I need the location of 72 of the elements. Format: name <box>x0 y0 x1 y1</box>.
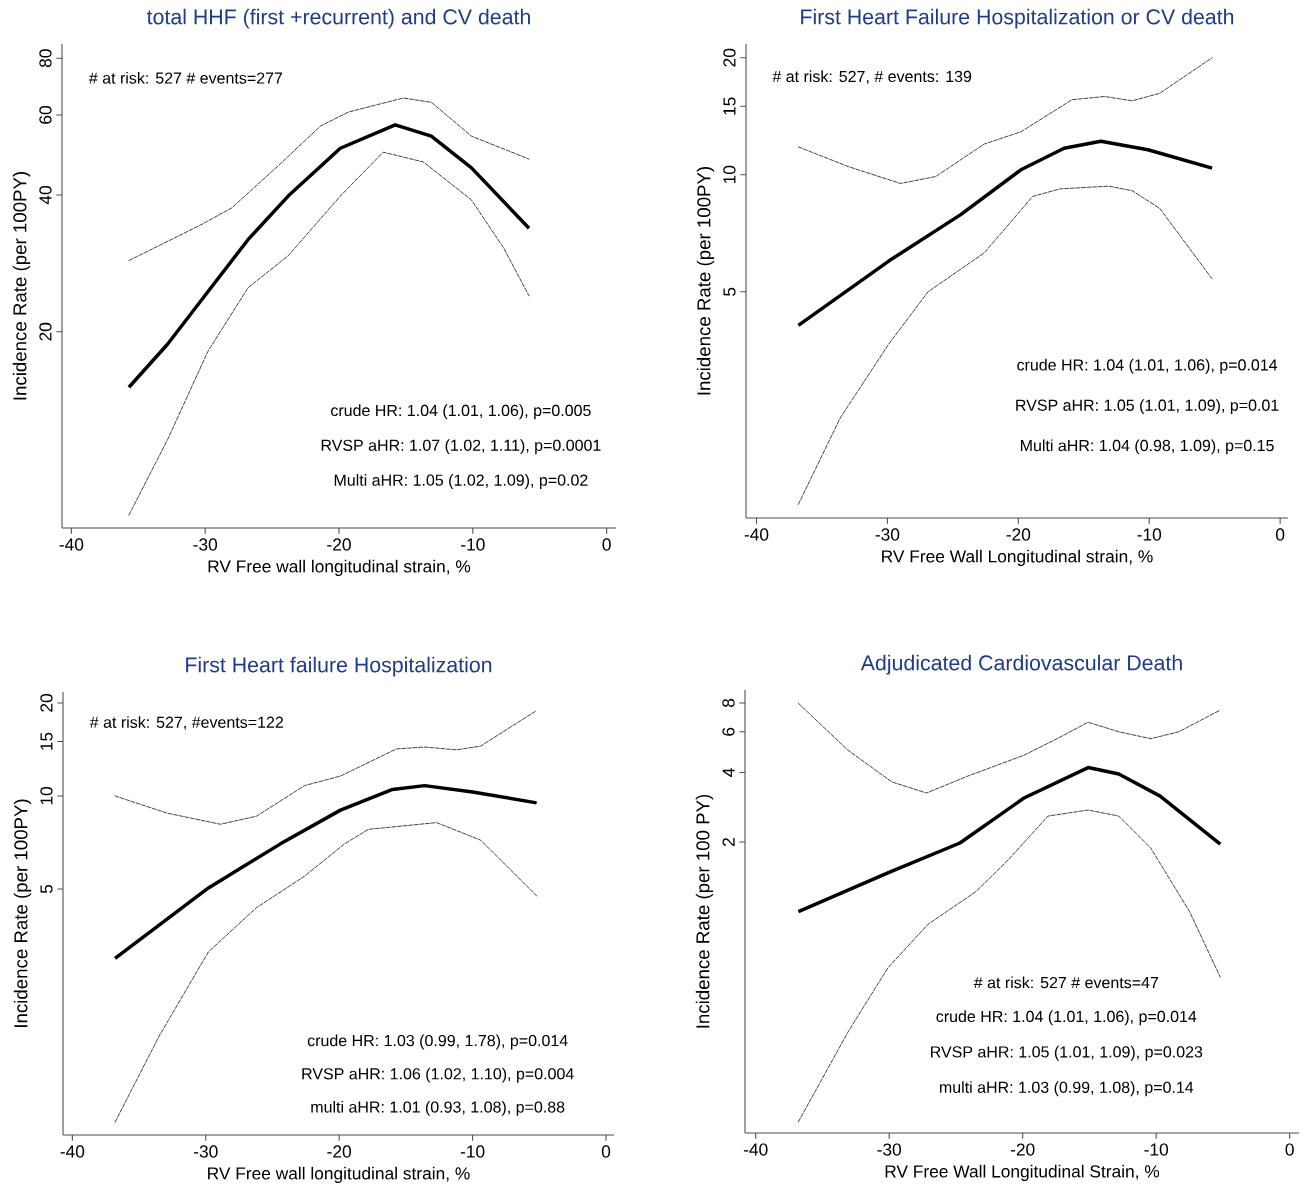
annotation: RVSP aHR: 1.05 (1.01, 1.09), p=0.01 <box>1016 399 1279 415</box>
x-tick-label: -10 <box>1144 1143 1169 1156</box>
x-tick-label: -20 <box>327 538 351 551</box>
annotation: Multi aHR: 1.04 (0.98, 1.09), p=0.15 <box>1021 439 1274 455</box>
x-tick-label: -10 <box>1137 528 1162 541</box>
annotation: # at risk: 527, # events: 139 <box>772 70 972 84</box>
line-series <box>796 139 1214 328</box>
y-tick-label: 10 <box>723 165 736 184</box>
annotation: # at risk: 527 # events=47 <box>973 976 1159 989</box>
x-tick-label: -20 <box>1010 1143 1035 1156</box>
x-tick-label: -40 <box>59 538 84 551</box>
annotation: crude HR: 1.04 (1.01, 1.06), p=0.005 <box>331 404 591 420</box>
line-series <box>798 57 1213 184</box>
annotation: RVSP aHR: 1.06 (1.02, 1.10), p=0.004 <box>302 1067 574 1083</box>
chart-title: total HHF (first +recurrent) and CV death <box>146 8 530 29</box>
y-tick-label: 80 <box>39 49 52 68</box>
y-tick-label: 5 <box>723 287 736 296</box>
x-tick-label: 0 <box>1285 1143 1294 1156</box>
annotation: # at risk: 527 # events=277 <box>88 72 283 84</box>
y-tick-label: 4 <box>722 768 735 777</box>
y-axis-title: Incidence Rate (per 100 PY) <box>695 794 714 1028</box>
x-tick-label: -30 <box>194 1145 218 1158</box>
x-tick-label: -10 <box>461 538 485 551</box>
chart-title: Adjudicated Cardiovascular Death <box>860 654 1182 675</box>
x-axis-title: RV Free Wall Longitudinal Strain, % <box>885 1164 1160 1181</box>
line-series <box>796 765 1222 914</box>
line-series <box>127 123 531 389</box>
x-axis-title: RV Free wall longitudinal strain, % <box>208 1166 470 1183</box>
y-tick-label: 20 <box>40 693 53 712</box>
y-tick-label: 20 <box>723 48 736 67</box>
y-tick-label: 15 <box>723 97 736 115</box>
y-axis-title: Incidence Rate (per 100PY) <box>12 172 31 400</box>
line-series <box>798 809 1221 1123</box>
x-tick-label: -30 <box>875 528 900 541</box>
x-tick-label: 0 <box>1276 528 1285 541</box>
x-axis-title: RV Free Wall Longitudinal strain, % <box>882 549 1153 566</box>
x-tick-label: -20 <box>1006 528 1031 541</box>
y-axis-title: Incidence Rate (per 100PY) <box>696 167 715 395</box>
x-tick-label: -40 <box>744 528 769 541</box>
annotation: Multi aHR: 1.05 (1.02, 1.09), p=0.02 <box>334 474 588 489</box>
y-tick-label: 6 <box>722 727 735 736</box>
x-tick-label: 0 <box>602 538 611 551</box>
x-tick-label: -30 <box>877 1143 902 1156</box>
annotation: RVSP aHR: 1.07 (1.02, 1.11), p=0.0001 <box>321 439 601 455</box>
line-series <box>798 702 1221 794</box>
annotation: crude HR: 1.04 (1.01, 1.06), p=0.014 <box>936 1010 1197 1026</box>
y-tick-label: 5 <box>40 884 53 894</box>
line-series <box>113 783 539 961</box>
line-series <box>128 97 530 261</box>
y-tick-label: 40 <box>39 186 52 205</box>
chart-title: First Heart Failure Hospitalization or CV death <box>801 8 1234 29</box>
y-tick-label: 20 <box>39 322 52 341</box>
x-tick-label: -40 <box>743 1143 768 1156</box>
x-tick-label: -20 <box>327 1145 352 1158</box>
x-tick-label: -10 <box>460 1145 485 1158</box>
x-tick-label: 0 <box>601 1145 611 1158</box>
annotation: crude HR: 1.04 (1.01, 1.06), p=0.014 <box>1017 358 1278 374</box>
y-tick-label: 8 <box>722 698 735 707</box>
y-tick-label: 2 <box>722 838 735 846</box>
chart-title: First Heart failure Hospitalization <box>186 656 492 677</box>
y-tick-label: 60 <box>39 106 52 124</box>
y-tick-label: 15 <box>40 732 53 750</box>
x-tick-label: -40 <box>60 1145 85 1158</box>
x-tick-label: -30 <box>193 538 218 551</box>
y-tick-label: 10 <box>40 787 53 805</box>
annotation: multi aHR: 1.01 (0.93, 1.08), p=0.88 <box>311 1100 565 1116</box>
y-axis-title: Incidence Rate (per 100PY) <box>13 799 32 1027</box>
annotation: # at risk: 527, #events=122 <box>89 716 283 730</box>
annotation: multi aHR: 1.03 (0.99, 1.08), p=0.14 <box>939 1081 1194 1097</box>
annotation: RVSP aHR: 1.05 (1.01, 1.09), p=0.023 <box>931 1045 1203 1061</box>
annotation: crude HR: 1.03 (0.99, 1.78), p=0.014 <box>307 1034 568 1050</box>
x-axis-title: RV Free wall longitudinal strain, % <box>208 559 471 576</box>
